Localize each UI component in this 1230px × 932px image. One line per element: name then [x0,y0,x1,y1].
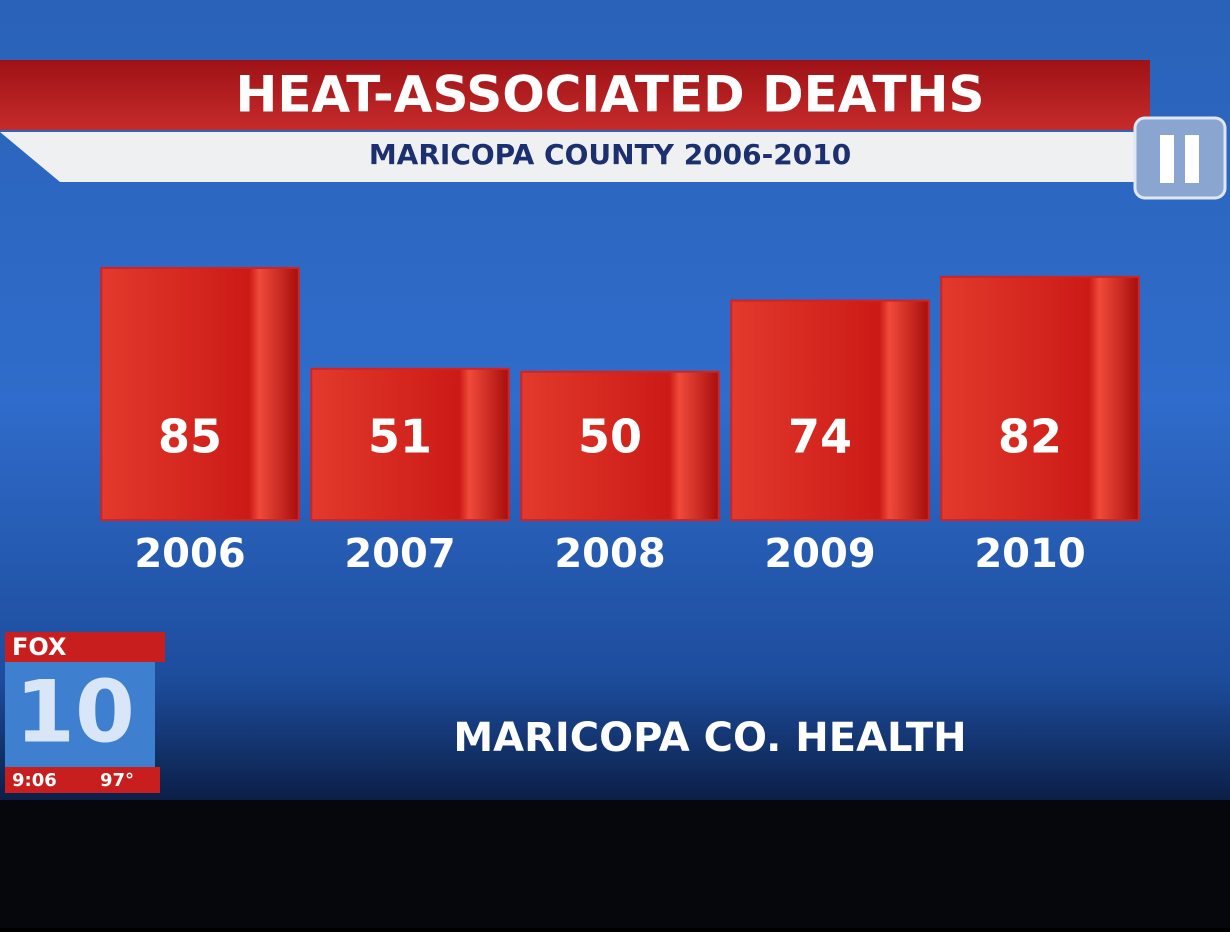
chart-subtitle: MARICOPA COUNTY 2006-2010 [369,138,851,171]
screen: HEAT-ASSOCIATED DEATHS MARICOPA COUNTY 2… [0,0,1230,928]
pause-icon [1135,118,1225,198]
x-tick-label: 2010 [974,531,1085,577]
bottom-dark [0,800,1230,928]
bar [941,277,1138,520]
x-tick-label: 2009 [764,531,875,577]
logo-channel: 10 [15,662,135,762]
logo-brand: FOX [12,633,67,661]
logo-time: 9:06 [12,770,57,791]
value-label: 74 [788,410,852,464]
bar [101,268,298,520]
pause-bar [1160,135,1174,183]
pause-bar [1185,135,1199,183]
x-tick-label: 2008 [554,531,665,577]
value-label: 85 [158,410,222,464]
value-label: 50 [578,410,642,464]
x-tick-label: 2007 [344,531,455,577]
page: HEAT-ASSOCIATED DEATHS MARICOPA COUNTY 2… [0,0,1230,928]
logo-temperature: 97° [100,770,134,791]
value-label: 51 [368,410,432,464]
chart-title: HEAT-ASSOCIATED DEATHS [235,66,984,124]
source: MARICOPA CO. HEALTH [453,715,966,761]
value-label: 82 [998,410,1062,464]
x-tick-label: 2006 [134,531,245,577]
